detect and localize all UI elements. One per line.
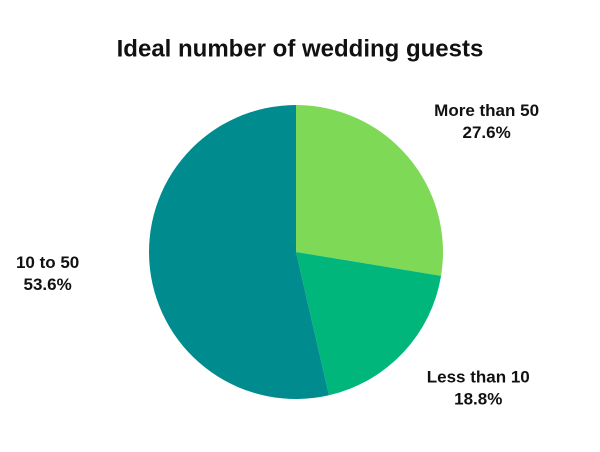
slice-label: Less than 10 bbox=[427, 367, 530, 386]
slice-label: More than 50 bbox=[434, 101, 539, 120]
pie-slice bbox=[149, 104, 329, 399]
slice-value-label: 27.6% bbox=[463, 123, 511, 142]
pie-slice bbox=[296, 105, 443, 276]
slice-value-label: 53.6% bbox=[23, 275, 71, 294]
slice-value-label: 18.8% bbox=[454, 389, 502, 408]
pie-slice bbox=[296, 252, 442, 396]
chart-title: Ideal number of wedding guests bbox=[117, 35, 484, 62]
slice-label: 10 to 50 bbox=[16, 253, 79, 272]
